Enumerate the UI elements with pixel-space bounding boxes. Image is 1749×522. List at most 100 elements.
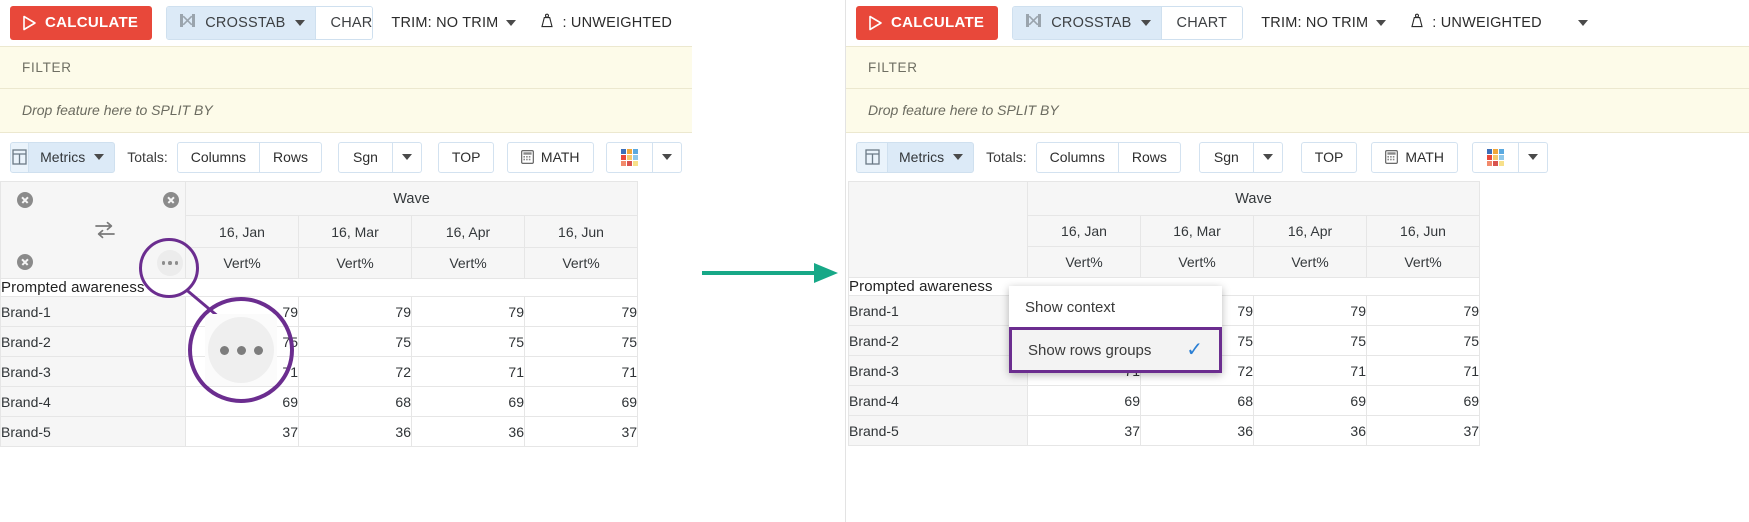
palette-button[interactable]: [1471, 141, 1519, 173]
chart-tab[interactable]: CHART: [1161, 6, 1243, 39]
totals-label: Totals:: [127, 149, 168, 165]
trim-dropdown[interactable]: TRIM: NO TRIM: [379, 6, 528, 40]
more-options-icon[interactable]: [157, 250, 183, 276]
chevron-down-icon: [1262, 154, 1273, 160]
cell-value: 36: [298, 416, 412, 447]
split-by-dropzone[interactable]: Drop feature here to SPLIT BY: [0, 88, 692, 132]
cell-value: 36: [1140, 415, 1254, 446]
remove-circle-icon[interactable]: [163, 192, 179, 208]
calculate-label: CALCULATE: [45, 14, 139, 31]
crosstab-table-left: Wave 16, Jan 16, Mar 16, Apr 16, Jun Ver…: [0, 180, 639, 447]
chevron-down-icon: [661, 154, 672, 160]
palette-dropdown-button[interactable]: [1518, 141, 1548, 173]
totals-columns-button[interactable]: Columns: [1035, 141, 1119, 173]
cell-value: 68: [1140, 385, 1254, 416]
play-outline-icon: [867, 15, 883, 31]
palette-control: [605, 141, 682, 173]
column-header-period[interactable]: 16, Mar: [298, 215, 412, 248]
trim-dropdown[interactable]: TRIM: NO TRIM: [1249, 6, 1398, 40]
calculator-icon: [1385, 150, 1399, 164]
crosstab-tab[interactable]: CROSSTAB: [1013, 6, 1162, 39]
chevron-down-icon[interactable]: [1577, 19, 1588, 26]
layout-panel-icon[interactable]: [11, 142, 30, 172]
metrics-dropdown[interactable]: Metrics: [888, 143, 973, 172]
table-row: Brand-2 75 75 75 75: [0, 326, 639, 357]
palette-button[interactable]: [605, 141, 653, 173]
cell-value: 37: [523, 416, 639, 447]
column-header-period[interactable]: 16, Apr: [1253, 215, 1367, 247]
column-header-metric: Vert%: [1253, 246, 1367, 278]
table-header-row-group: Wave: [0, 180, 639, 279]
column-header-period[interactable]: 16, Jun: [1365, 215, 1481, 247]
column-header-period[interactable]: 16, Jun: [523, 215, 639, 248]
cell-value: 37: [1365, 415, 1481, 446]
metrics-control: Metrics: [10, 141, 116, 173]
totals-columns-button[interactable]: Columns: [176, 141, 260, 173]
remove-circle-icon[interactable]: [17, 192, 33, 208]
table-corner-blank: [848, 181, 1028, 278]
table-row: Brand-4 69 68 69 69: [0, 386, 639, 417]
top-toolbar-right: CALCULATE CROSSTAB CHART TRIM: NO TRIM: [846, 0, 1749, 46]
chevron-down-icon[interactable]: [1140, 19, 1151, 26]
cell-value: 75: [298, 326, 412, 357]
sgn-button[interactable]: Sgn: [338, 141, 393, 173]
cell-value: 79: [298, 296, 412, 327]
crosstab-label: CROSSTAB: [1051, 14, 1132, 31]
row-group-title: Prompted awareness: [0, 278, 639, 297]
calculate-button[interactable]: CALCULATE: [10, 5, 153, 40]
sgn-dropdown-button[interactable]: [392, 141, 422, 173]
column-header-period[interactable]: 16, Mar: [1140, 215, 1254, 247]
weight-dropdown[interactable]: : UNWEIGHTED: [528, 6, 684, 40]
math-label: MATH: [1405, 149, 1444, 165]
metrics-toolbar-left: Metrics Totals: Columns Rows Sgn TOP: [0, 133, 692, 181]
crosstab-tab[interactable]: CROSSTAB: [167, 6, 316, 39]
view-mode-switch: CROSSTAB CHART: [166, 5, 374, 40]
totals-rows-button[interactable]: Rows: [1118, 141, 1181, 173]
remove-circle-icon[interactable]: [17, 254, 33, 270]
cell-value: 71: [1365, 355, 1481, 386]
sgn-button[interactable]: Sgn: [1198, 141, 1254, 173]
column-header-period[interactable]: 16, Jan: [185, 215, 299, 248]
table-period-row: 16, Jan 16, Mar 16, Apr 16, Jun: [1, 215, 639, 248]
filter-area-right: FILTER Drop feature here to SPLIT BY: [846, 46, 1749, 133]
callout-magnifier: [188, 297, 294, 403]
row-label: Brand-1: [848, 295, 1028, 326]
top-button[interactable]: TOP: [1300, 141, 1358, 173]
chevron-down-icon[interactable]: [294, 19, 305, 26]
math-button[interactable]: MATH: [506, 141, 594, 173]
metrics-control: Metrics: [856, 141, 975, 173]
menu-item-show-context[interactable]: Show context: [1009, 286, 1222, 328]
cell-value: 79: [523, 296, 639, 327]
swap-rows-columns-icon[interactable]: [94, 220, 116, 243]
column-group-label: Wave: [184, 180, 639, 217]
totals-rows-button[interactable]: Rows: [259, 141, 322, 173]
top-button[interactable]: TOP: [437, 141, 495, 173]
math-button[interactable]: MATH: [1371, 141, 1458, 173]
column-header-period[interactable]: 16, Apr: [411, 215, 525, 248]
layout-panel-icon[interactable]: [857, 142, 888, 172]
table-period-row: 16, Jan 16, Mar 16, Apr 16, Jun: [849, 215, 1481, 247]
cell-value: 69: [523, 386, 639, 417]
table-row: Brand-4 69 68 69 69: [848, 385, 1481, 416]
calculate-button[interactable]: CALCULATE: [856, 5, 999, 40]
trim-label: TRIM: NO TRIM: [391, 14, 499, 31]
play-outline-icon: [21, 15, 37, 31]
palette-control: [1471, 141, 1548, 173]
metrics-dropdown[interactable]: Metrics: [29, 143, 114, 172]
sgn-dropdown-button[interactable]: [1253, 141, 1283, 173]
filter-area-left: FILTER Drop feature here to SPLIT BY: [0, 46, 692, 133]
row-label: Brand-4: [0, 386, 186, 417]
row-label: Brand-1: [0, 296, 186, 327]
totals-toggle-group: Columns Rows: [1035, 141, 1181, 173]
transition-arrow: [702, 258, 842, 288]
palette-dropdown-button[interactable]: [652, 141, 682, 173]
weight-dropdown[interactable]: : UNWEIGHTED: [1398, 6, 1600, 40]
column-header-period[interactable]: 16, Jan: [1027, 215, 1141, 247]
cell-value: 79: [411, 296, 525, 327]
chart-tab[interactable]: CHART: [315, 6, 373, 39]
row-group-title-row: Prompted awareness: [0, 278, 639, 297]
menu-item-label: Show context: [1025, 298, 1116, 316]
menu-item-show-rows-groups[interactable]: Show rows groups ✓: [1009, 327, 1222, 373]
split-by-dropzone[interactable]: Drop feature here to SPLIT BY: [846, 88, 1749, 132]
